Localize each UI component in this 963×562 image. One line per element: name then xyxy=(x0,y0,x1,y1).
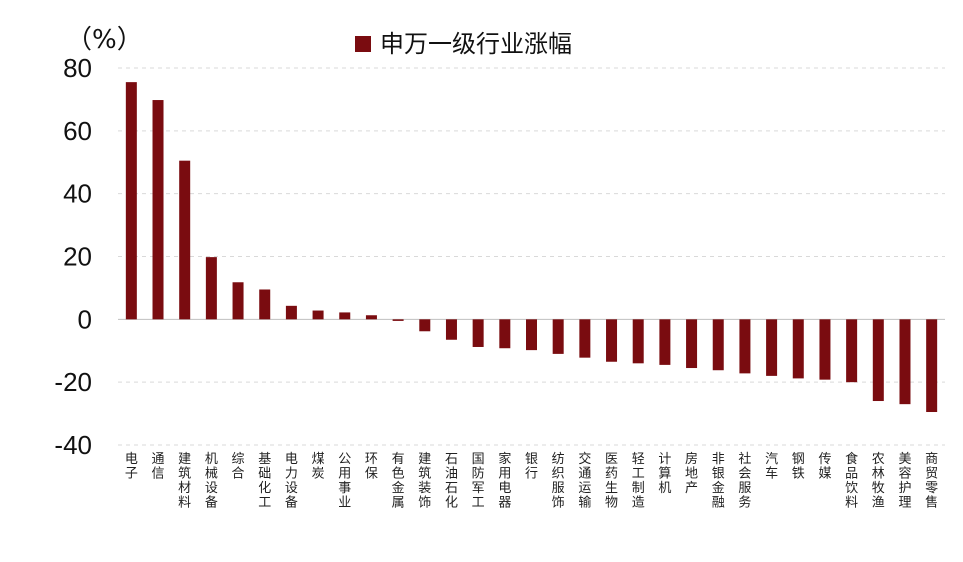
bar-医药生物 xyxy=(606,319,618,362)
bar-社会服务 xyxy=(739,319,751,374)
bar-建筑材料 xyxy=(179,160,191,320)
legend-label: 申万一级行业涨幅 xyxy=(380,30,572,58)
x-tick-label: 农林牧渔 xyxy=(872,452,885,511)
bar-电子 xyxy=(125,82,137,320)
bar-机械设备 xyxy=(205,257,217,320)
x-tick-label: 煤炭 xyxy=(312,452,325,482)
bar-有色金属 xyxy=(392,319,404,321)
bar-交通运输 xyxy=(579,319,591,358)
bar-家用电器 xyxy=(499,319,511,349)
bar-公用事业 xyxy=(339,312,351,320)
y-axis-unit-label: （%） xyxy=(66,25,143,55)
x-tick-label: 石油石化 xyxy=(445,452,458,511)
bar-煤炭 xyxy=(312,310,324,320)
x-tick-label: 美容护理 xyxy=(898,452,911,511)
x-tick-label: 有色金属 xyxy=(392,452,405,511)
bar-计算机 xyxy=(659,319,671,365)
bar-通信 xyxy=(152,100,164,320)
x-tick-label: 银行 xyxy=(525,452,538,482)
x-tick-label: 基础化工 xyxy=(258,452,271,511)
y-tick-label: 20 xyxy=(63,242,92,272)
bar-环保 xyxy=(365,315,377,320)
bar-商贸零售 xyxy=(926,319,938,413)
x-tick-label: 公用事业 xyxy=(338,452,351,511)
bar-农林牧渔 xyxy=(872,319,884,402)
x-tick-label: 非银金融 xyxy=(712,452,725,511)
x-tick-label: 建筑装饰 xyxy=(418,452,431,511)
x-tick-label: 交通运输 xyxy=(578,451,591,511)
x-tick-label: 环保 xyxy=(365,452,378,482)
x-tick-label: 房地产 xyxy=(685,451,698,496)
bar-非银金融 xyxy=(712,319,724,371)
bar-纺织服饰 xyxy=(552,319,564,354)
x-tick-label: 传媒 xyxy=(818,452,831,482)
bar-综合 xyxy=(232,282,244,320)
x-tick-label: 商贸零售 xyxy=(925,452,938,511)
x-tick-label: 钢铁 xyxy=(792,452,805,482)
y-tick-label: -20 xyxy=(54,367,92,397)
bar-房地产 xyxy=(686,319,698,369)
bar-电力设备 xyxy=(285,305,297,320)
y-tick-label: 60 xyxy=(63,116,92,146)
x-tick-label: 社会服务 xyxy=(738,451,751,511)
y-tick-label: 0 xyxy=(78,304,92,334)
bar-国防军工 xyxy=(472,319,484,347)
y-tick-label: 40 xyxy=(63,179,92,209)
x-tick-label: 计算机 xyxy=(658,452,671,496)
bar-钢铁 xyxy=(792,319,804,379)
bar-美容护理 xyxy=(899,319,911,405)
legend: 申万一级行业涨幅 xyxy=(355,30,572,58)
bar-食品饮料 xyxy=(846,319,858,383)
x-tick-label: 电子 xyxy=(125,452,138,482)
x-tick-label: 家用电器 xyxy=(498,451,511,511)
x-tick-label: 通信 xyxy=(152,452,165,482)
x-tick-label: 纺织服饰 xyxy=(552,452,565,511)
x-tick-label: 综合 xyxy=(232,452,245,482)
x-tick-label: 轻工制造 xyxy=(632,452,645,511)
x-tick-label: 机械设备 xyxy=(205,452,218,511)
bar-石油石化 xyxy=(445,319,457,340)
x-tick-label: 建筑材料 xyxy=(178,452,191,511)
x-tick-label: 电力设备 xyxy=(285,452,298,511)
bars xyxy=(125,82,938,413)
bar-传媒 xyxy=(819,319,831,380)
bar-汽车 xyxy=(766,319,778,376)
x-tick-label: 汽车 xyxy=(765,452,778,482)
legend-swatch xyxy=(355,36,371,52)
x-tick-label: 医药生物 xyxy=(605,452,618,511)
bar-轻工制造 xyxy=(632,319,644,364)
bar-基础化工 xyxy=(259,289,271,320)
bar-银行 xyxy=(526,319,537,351)
gridlines xyxy=(118,67,945,446)
y-axis-ticks: 80 60 40 20 0 -20 -40 xyxy=(54,53,92,460)
y-tick-label: -40 xyxy=(54,430,92,460)
y-tick-label: 80 xyxy=(63,53,92,83)
x-tick-label: 食品饮料 xyxy=(845,451,858,511)
bar-建筑装饰 xyxy=(419,319,431,332)
x-tick-label: 国防军工 xyxy=(472,452,485,511)
